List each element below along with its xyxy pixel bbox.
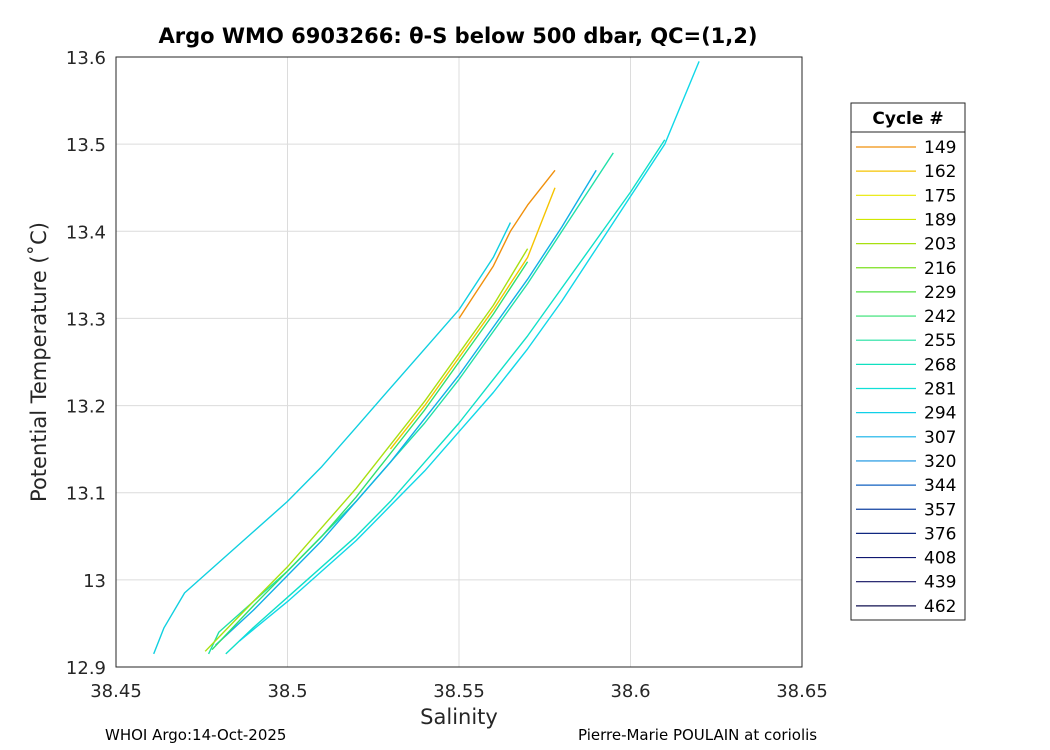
legend-entry-label: 376: [924, 524, 956, 544]
legend-entry-label: 307: [924, 428, 956, 448]
x-axis-label: Salinity: [420, 705, 498, 729]
legend-entry-label: 229: [924, 283, 956, 303]
x-tick-label: 38.5: [267, 681, 307, 702]
footer-credit: Pierre-Marie POULAIN at coriolis: [578, 726, 818, 744]
x-tick-label: 38.6: [610, 681, 650, 702]
y-tick-label: 12.9: [66, 658, 106, 679]
legend-entry-label: 439: [924, 573, 956, 593]
y-axis-ticks: 12.9 13 13.1 13.2 13.3 13.4 13.5 13.6: [66, 48, 106, 679]
legend-entry-label: 149: [924, 138, 956, 158]
x-tick-label: 38.65: [776, 681, 828, 702]
y-axis-label: Potential Temperature (˚C): [27, 222, 51, 502]
legend: Cycle # 149 162 175 189 203 216 229 242 255 268 28…: [850, 102, 966, 621]
legend-entry-label: 268: [924, 355, 956, 375]
legend-entry-label: 320: [924, 452, 956, 472]
legend-entry-label: 175: [924, 186, 956, 206]
x-tick-label: 38.55: [433, 681, 485, 702]
y-tick-label: 13.1: [66, 484, 106, 505]
legend-entry-label: 462: [924, 597, 956, 617]
legend-entry-label: 203: [924, 235, 956, 255]
legend-entry-label: 294: [924, 404, 956, 424]
series-line-5: [211, 261, 529, 651]
y-tick-label: 13.5: [66, 135, 106, 156]
legend-entry-label: 408: [924, 549, 956, 569]
series-line-7: [389, 187, 556, 450]
series-line-2: [225, 139, 666, 655]
series-line-1: [207, 152, 614, 655]
x-axis-ticks: 38.45 38.5 38.55 38.6 38.65: [90, 681, 828, 702]
legend-entry-label: 357: [924, 500, 956, 520]
series-line-0: [153, 222, 512, 655]
series-line-8: [458, 169, 556, 319]
y-tick-label: 13.3: [66, 309, 106, 330]
chart-title: Argo WMO 6903266: θ-S below 500 dbar, QC…: [158, 24, 758, 48]
y-tick-label: 13: [83, 571, 106, 592]
y-tick-label: 13.4: [66, 222, 106, 243]
x-tick-label: 38.45: [90, 681, 142, 702]
legend-items: 149 162 175 189 203 216 229 242 255 268 281 294 307 3…: [856, 138, 956, 617]
legend-entry-label: 242: [924, 307, 956, 327]
footer-date: WHOI Argo:14-Oct-2025: [105, 726, 287, 744]
legend-entry-label: 189: [924, 210, 956, 230]
series-line-4: [215, 169, 597, 646]
legend-title: Cycle #: [872, 109, 943, 129]
series-line-3: [239, 61, 700, 642]
plot-frame: [115, 56, 803, 668]
legend-entry-label: 216: [924, 259, 956, 279]
legend-entry-label: 281: [924, 380, 956, 400]
series-line-6: [204, 248, 529, 652]
legend-entry-label: 255: [924, 331, 956, 351]
legend-entry-label: 344: [924, 476, 956, 496]
y-tick-label: 13.2: [66, 397, 106, 418]
legend-entry-label: 162: [924, 162, 956, 182]
series-layer: [153, 61, 700, 655]
y-tick-label: 13.6: [66, 48, 106, 69]
